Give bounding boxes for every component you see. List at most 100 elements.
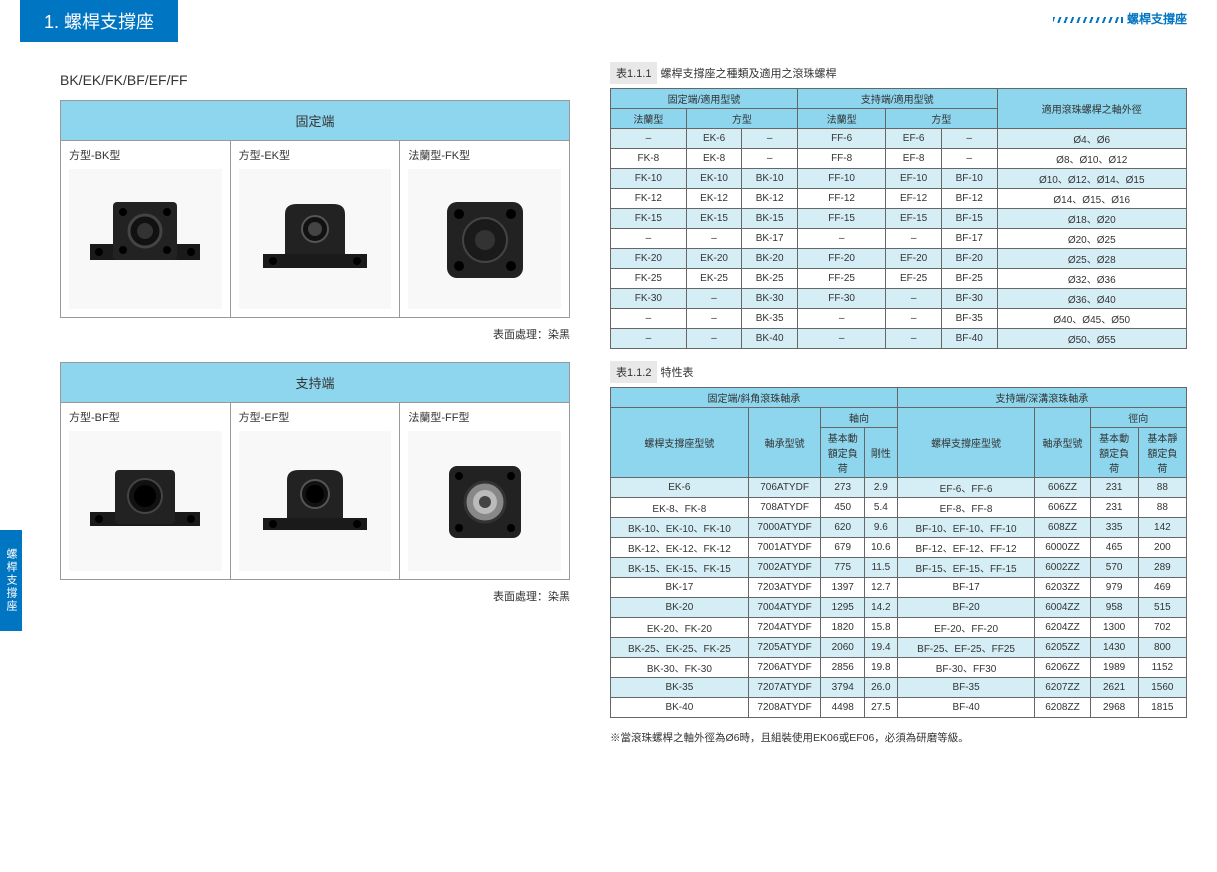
- table-cell: 6207ZZ: [1035, 678, 1090, 698]
- table-cell: 1152: [1138, 658, 1186, 678]
- table-cell: 7207ATYDF: [748, 678, 821, 698]
- table-cell: 1430: [1090, 638, 1138, 658]
- t1-h-flange1: 法蘭型: [611, 109, 687, 129]
- table-cell: BF-35: [941, 309, 997, 329]
- table-cell: 465: [1090, 538, 1138, 558]
- table-cell: Ø4、Ø6: [997, 129, 1187, 149]
- table-cell: EF-10: [886, 169, 942, 189]
- table-cell: EF-8、FF-8: [897, 498, 1035, 518]
- breadcrumb-text: 螺桿支撐座: [1127, 12, 1187, 26]
- table-cell: 702: [1138, 618, 1186, 638]
- table-cell: –: [886, 289, 942, 309]
- table-cell: –: [742, 149, 798, 169]
- table-cell: FF-12: [797, 189, 885, 209]
- label-fk: 法蘭型-FK型: [408, 147, 561, 163]
- table-cell: BK-20: [742, 249, 798, 269]
- table-cell: Ø18、Ø20: [997, 209, 1187, 229]
- table-row: FK-30–BK-30FF-30–BF-30Ø36、Ø40: [611, 289, 1187, 309]
- footnote: ※當滾珠螺桿之軸外徑為Ø6時，且組裝使用EK06或EF06，必須為研磨等級。: [610, 730, 1187, 745]
- table2-caption: 表1.1.2 特性表: [610, 361, 1187, 383]
- t2-h-model2: 螺桿支撐座型號: [897, 408, 1035, 478]
- table-cell: –: [797, 329, 885, 349]
- table-cell: 231: [1090, 478, 1138, 498]
- table-cell: BF-30: [941, 289, 997, 309]
- table-cell: FF-15: [797, 209, 885, 229]
- table-cell: BF-25: [941, 269, 997, 289]
- t2-h-static: 基本靜額定負荷: [1138, 428, 1186, 478]
- table-row: BK-357207ATYDF379426.0BF-356207ZZ2621156…: [611, 678, 1187, 698]
- table-cell: BF-20: [897, 598, 1035, 618]
- table-cell: BF-12、EF-12、FF-12: [897, 538, 1035, 558]
- t1-h-diam: 適用滾珠螺桿之軸外徑: [997, 89, 1187, 129]
- table-cell: 273: [821, 478, 865, 498]
- cell-ef: 方型-EF型: [231, 403, 401, 579]
- table-cell: BF-25、EF-25、FF25: [897, 638, 1035, 658]
- table-cell: 7205ATYDF: [748, 638, 821, 658]
- table-cell: 469: [1138, 578, 1186, 598]
- table-cell: BK-30: [742, 289, 798, 309]
- table-cell: BK-25、EK-25、FK-25: [611, 638, 749, 658]
- support-end-title: 支持端: [61, 363, 569, 403]
- table-cell: 706ATYDF: [748, 478, 821, 498]
- table-cell: –: [686, 329, 742, 349]
- table-cell: Ø25、Ø28: [997, 249, 1187, 269]
- table-cell: Ø32、Ø36: [997, 269, 1187, 289]
- image-ek: [239, 169, 392, 309]
- label-ef: 方型-EF型: [239, 409, 392, 425]
- table-cell: BK-40: [742, 329, 798, 349]
- table-cell: 6206ZZ: [1035, 658, 1090, 678]
- table-cell: EF-25: [886, 269, 942, 289]
- table-cell: EF-15: [886, 209, 942, 229]
- table-cell: 88: [1138, 498, 1186, 518]
- table-cell: Ø20、Ø25: [997, 229, 1187, 249]
- table-cell: 1295: [821, 598, 865, 618]
- table-cell: 679: [821, 538, 865, 558]
- table-cell: BF-40: [941, 329, 997, 349]
- t2-h-bearing1: 軸承型號: [748, 408, 821, 478]
- table-cell: EK-8: [686, 149, 742, 169]
- table-cell: EK-25: [686, 269, 742, 289]
- t2-h-bearing2: 軸承型號: [1035, 408, 1090, 478]
- table-cell: BK-15: [742, 209, 798, 229]
- image-fk: [408, 169, 561, 309]
- table-cell: 19.8: [865, 658, 898, 678]
- support-end-box: 支持端 方型-BF型 方型-EF型 法蘭型-FF型: [60, 362, 570, 580]
- table-cell: BF-15: [941, 209, 997, 229]
- image-bk: [69, 169, 222, 309]
- table-cell: 15.8: [865, 618, 898, 638]
- table-cell: BF-10: [941, 169, 997, 189]
- t1-h-flange2: 法蘭型: [797, 109, 885, 129]
- table-row: BK-10、EK-10、FK-107000ATYDF6209.6BF-10、EF…: [611, 518, 1187, 538]
- t2-h-rigid: 剛性: [865, 428, 898, 478]
- table-cell: 958: [1090, 598, 1138, 618]
- table-cell: 1815: [1138, 698, 1186, 718]
- table-cell: 9.6: [865, 518, 898, 538]
- image-bf: [69, 431, 222, 571]
- image-ef: [239, 431, 392, 571]
- table-cell: Ø14、Ø15、Ø16: [997, 189, 1187, 209]
- table-row: BK-12、EK-12、FK-127001ATYDF67910.6BF-12、E…: [611, 538, 1187, 558]
- table-cell: 88: [1138, 478, 1186, 498]
- table-cell: 1397: [821, 578, 865, 598]
- table-cell: 606ZZ: [1035, 478, 1090, 498]
- table-cell: FK-30: [611, 289, 687, 309]
- table-specs: 固定端/斜角滾珠軸承 支持端/深溝滾珠軸承 螺桿支撐座型號 軸承型號 軸向 螺桿…: [610, 387, 1187, 718]
- table-cell: BK-10、EK-10、FK-10: [611, 518, 749, 538]
- table-row: FK-25EK-25BK-25FF-25EF-25BF-25Ø32、Ø36: [611, 269, 1187, 289]
- table-cell: –: [686, 309, 742, 329]
- table-row: BK-25、EK-25、FK-257205ATYDF206019.4BF-25、…: [611, 638, 1187, 658]
- table-cell: FK-25: [611, 269, 687, 289]
- table-cell: EK-8、FK-8: [611, 498, 749, 518]
- table-cell: 7004ATYDF: [748, 598, 821, 618]
- models-subtitle: BK/EK/FK/BF/EF/FF: [60, 72, 570, 88]
- table-cell: 6203ZZ: [1035, 578, 1090, 598]
- table-cell: BK-17: [742, 229, 798, 249]
- fixed-end-box: 固定端 方型-BK型 方型-EK型 法蘭型-FK型: [60, 100, 570, 318]
- table-cell: EF-8: [886, 149, 942, 169]
- table-cell: EF-6、FF-6: [897, 478, 1035, 498]
- table-cell: 2621: [1090, 678, 1138, 698]
- table-cell: 515: [1138, 598, 1186, 618]
- t2-h-radial: 徑向: [1090, 408, 1186, 428]
- label-ek: 方型-EK型: [239, 147, 392, 163]
- table-cell: 6002ZZ: [1035, 558, 1090, 578]
